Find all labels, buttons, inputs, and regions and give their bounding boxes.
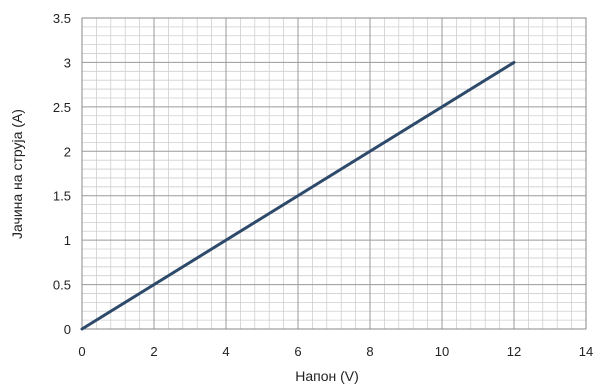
y-tick-label: 0.5 [53, 278, 71, 293]
x-tick-label: 6 [294, 344, 301, 359]
x-tick-label: 4 [222, 344, 229, 359]
x-tick-label: 14 [579, 344, 593, 359]
y-tick-label: 1.5 [53, 189, 71, 204]
minor-grid [82, 18, 586, 329]
x-tick-label: 0 [78, 344, 85, 359]
y-tick-label: 0 [64, 322, 71, 337]
x-axis-title: Напон (V) [295, 368, 359, 384]
y-tick-label: 2.5 [53, 100, 71, 115]
y-tick-label: 3 [64, 55, 71, 70]
data-line [80, 60, 516, 331]
y-tick-label: 1 [64, 233, 71, 248]
series-layer [80, 60, 516, 331]
y-axis-title: Јачина на струја (A) [9, 109, 25, 239]
plot-border [81, 17, 587, 330]
y-tick-label: 3.5 [53, 11, 71, 26]
x-tick-label: 10 [435, 344, 449, 359]
y-tick-labels: 0 0.5 1 1.5 2 2.5 3 3.5 [53, 11, 71, 337]
x-tick-labels: 0 2 4 6 8 10 12 14 [78, 344, 593, 359]
x-tick-label: 12 [507, 344, 521, 359]
x-tick-label: 2 [150, 344, 157, 359]
y-tick-label: 2 [64, 144, 71, 159]
x-tick-label: 8 [366, 344, 373, 359]
